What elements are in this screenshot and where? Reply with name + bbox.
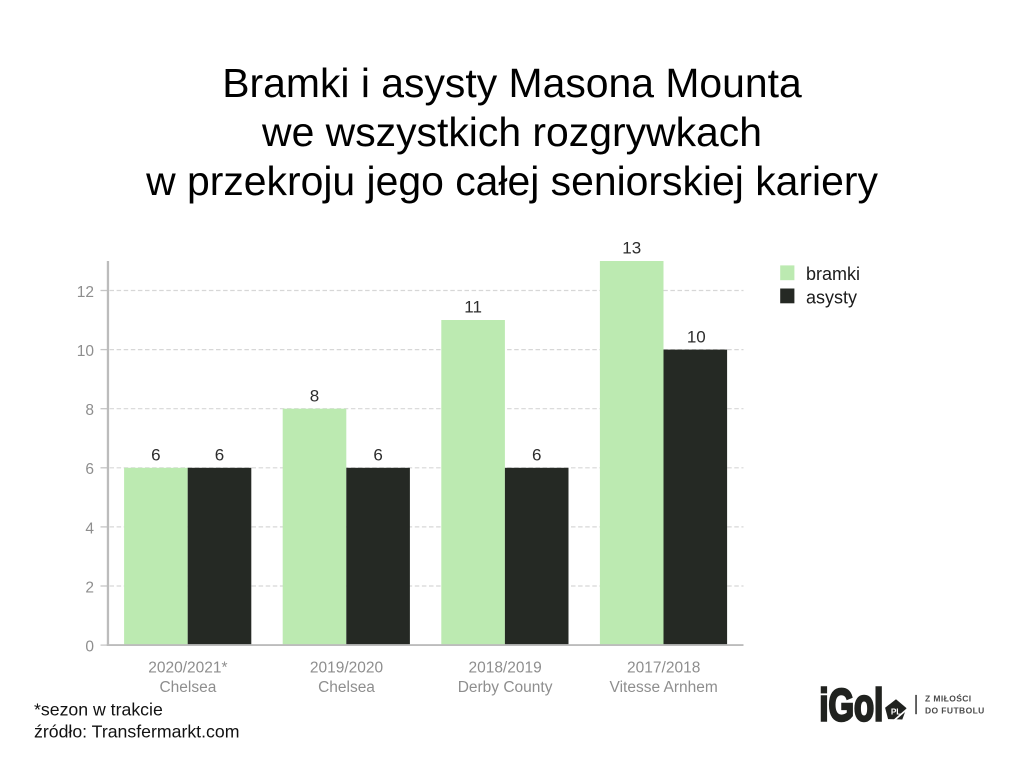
svg-text:Chelsea: Chelsea bbox=[159, 679, 216, 696]
svg-text:2: 2 bbox=[85, 579, 94, 596]
svg-text:iGol: iGol bbox=[819, 680, 883, 730]
svg-text:Z MIŁOŚCI: Z MIŁOŚCI bbox=[925, 692, 972, 703]
svg-text:12: 12 bbox=[77, 284, 94, 301]
svg-text:*sezon w trakcie: *sezon w trakcie bbox=[34, 700, 163, 720]
svg-text:2017/2018: 2017/2018 bbox=[627, 659, 700, 676]
svg-text:asysty: asysty bbox=[806, 287, 857, 307]
svg-text:6: 6 bbox=[85, 461, 94, 478]
svg-text:10: 10 bbox=[77, 343, 95, 360]
svg-text:Bramki i asysty Masona Mounta: Bramki i asysty Masona Mounta bbox=[222, 60, 802, 106]
svg-text:we wszystkich rozgrywkach: we wszystkich rozgrywkach bbox=[261, 109, 762, 155]
svg-text:8: 8 bbox=[85, 402, 94, 419]
svg-text:w przekroju jego całej seniors: w przekroju jego całej seniorskiej karie… bbox=[145, 158, 878, 204]
svg-text:Vitesse Arnhem: Vitesse Arnhem bbox=[610, 679, 718, 696]
svg-text:bramki: bramki bbox=[806, 264, 860, 284]
svg-text:Chelsea: Chelsea bbox=[318, 679, 375, 696]
svg-text:2018/2019: 2018/2019 bbox=[468, 659, 541, 676]
svg-text:2019/2020: 2019/2020 bbox=[310, 659, 384, 676]
svg-text:PL: PL bbox=[891, 706, 901, 716]
svg-text:DO FUTBOLU: DO FUTBOLU bbox=[925, 705, 985, 715]
svg-text:6: 6 bbox=[215, 446, 224, 465]
svg-text:6: 6 bbox=[373, 446, 382, 465]
svg-text:0: 0 bbox=[85, 639, 94, 656]
svg-text:6: 6 bbox=[532, 446, 541, 465]
svg-text:2020/2021*: 2020/2021* bbox=[148, 659, 227, 676]
svg-text:8: 8 bbox=[310, 386, 319, 405]
svg-text:4: 4 bbox=[85, 520, 94, 537]
svg-text:13: 13 bbox=[622, 238, 641, 257]
svg-text:źródło: Transfermarkt.com: źródło: Transfermarkt.com bbox=[34, 722, 239, 742]
svg-text:Derby County: Derby County bbox=[458, 679, 553, 696]
svg-text:10: 10 bbox=[687, 327, 706, 346]
svg-text:11: 11 bbox=[464, 298, 482, 317]
svg-text:6: 6 bbox=[151, 446, 160, 465]
